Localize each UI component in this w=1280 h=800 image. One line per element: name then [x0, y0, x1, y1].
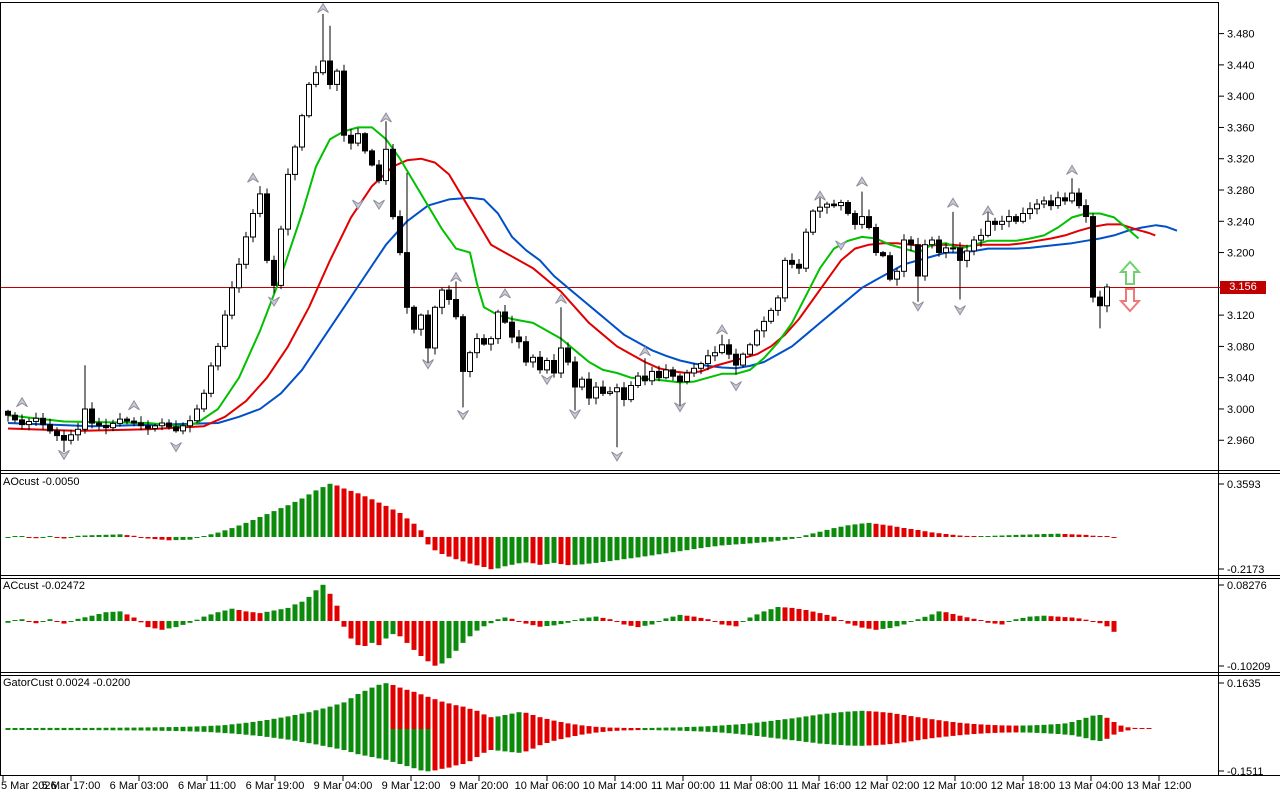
price-tick-label: 3.200 [1227, 248, 1255, 260]
indicator-scale-label: 0.08276 [1227, 580, 1267, 592]
fractal-up-icon [555, 293, 567, 304]
fractal-down-icon [373, 199, 385, 211]
fractal-down-icon [422, 359, 434, 370]
price-tick-label: 3.320 [1227, 154, 1255, 166]
fractal-down-icon [569, 409, 581, 420]
price-tick-label: 3.400 [1227, 91, 1255, 103]
current-price-badge: 3.156 [1220, 281, 1266, 294]
indicator-scale-label: 0.1635 [1227, 678, 1261, 690]
aocust-histogram [5, 483, 1117, 570]
indicator-scale-label: 0.3593 [1227, 479, 1261, 491]
time-tick-label: 11 Mar 16:00 [787, 780, 851, 792]
time-tick-label: 11 Mar 08:00 [719, 780, 783, 792]
signal-arrows [1118, 260, 1142, 313]
fractal-down-icon [611, 451, 623, 462]
time-tick-label: 12 Mar 10:00 [923, 780, 988, 792]
fractal-down-icon [730, 381, 742, 392]
alligator-lips [7, 126, 1140, 428]
fractal-up-icon [247, 172, 259, 183]
time-tick-label: 13 Mar 04:00 [1059, 780, 1124, 792]
fractal-down-icon [457, 410, 469, 421]
fractal-up-icon [450, 271, 462, 283]
price-tick-label: 3.040 [1227, 373, 1255, 385]
indicator-scale-label: -0.1511 [1227, 766, 1264, 778]
price-tick-label: 3.360 [1227, 122, 1255, 134]
price-tick-label: 3.000 [1227, 404, 1255, 416]
fractal-down-icon [912, 301, 924, 312]
price-tick-label: 3.120 [1227, 310, 1255, 322]
fractal-down-icon [268, 296, 280, 308]
fractal-up-icon [16, 396, 28, 408]
price-tick-label: 3.480 [1227, 29, 1255, 41]
signal-down-arrow-icon [1118, 288, 1142, 313]
fractal-down-icon [352, 199, 364, 211]
fractal-up-icon [814, 190, 826, 201]
signal-up-arrow-icon [1118, 260, 1142, 285]
price-tick-label: 3.440 [1227, 60, 1255, 72]
fractal-up-icon [639, 345, 651, 357]
time-tick-label: 12 Mar 18:00 [991, 780, 1056, 792]
fractal-down-icon [170, 442, 182, 453]
price-tick-label: 3.080 [1227, 341, 1255, 353]
fractal-up-icon [128, 399, 140, 411]
indicator-scale-label: -0.2173 [1227, 564, 1264, 576]
time-tick-label: 10 Mar 06:00 [515, 780, 580, 792]
fractal-up-icon [856, 176, 868, 187]
fractal-arrows [16, 2, 1078, 462]
fractal-up-icon [1066, 164, 1078, 175]
fractal-up-icon [716, 324, 728, 335]
fractal-down-icon [674, 402, 686, 413]
accust-histogram [5, 584, 1117, 666]
pane-separators [0, 2, 1280, 776]
fractal-up-icon [947, 197, 959, 208]
fractal-up-icon [317, 2, 329, 13]
price-tick-label: 3.280 [1227, 185, 1255, 197]
fractal-down-icon [954, 305, 966, 316]
time-tick-label: 5 Mar 17:00 [42, 780, 101, 792]
time-tick-label: 12 Mar 02:00 [855, 780, 920, 792]
price-axis: 3.480 3.440 3.400 3.360 3.320 3.280 3.240 3.200… [1218, 29, 1255, 447]
time-tick-label: 9 Mar 04:00 [314, 780, 373, 792]
price-tick-label: 2.960 [1227, 435, 1255, 447]
fractal-up-icon [499, 288, 511, 299]
fractal-up-icon [380, 112, 392, 123]
indicator-label-aocust: AOcust -0.0050 [3, 476, 80, 488]
time-tick-label: 5 Mar 2026 [1, 780, 57, 792]
time-tick-label: 9 Mar 12:00 [382, 780, 441, 792]
fractal-down-icon [835, 240, 847, 251]
time-tick-label: 13 Mar 12:00 [1127, 780, 1192, 792]
time-tick-label: 10 Mar 14:00 [583, 780, 648, 792]
time-tick-label: 6 Mar 11:00 [178, 780, 236, 792]
gatorcust-histogram [5, 683, 1152, 772]
candles [5, 14, 1110, 452]
time-tick-label: 11 Mar 00:00 [651, 780, 715, 792]
time-tick-label: 6 Mar 19:00 [246, 780, 305, 792]
time-tick-label: 6 Mar 03:00 [110, 780, 169, 792]
fractal-down-icon [58, 449, 70, 461]
price-tick-label: 3.240 [1227, 216, 1255, 228]
indicator-label-gatorcust: GatorCust 0.0024 -0.0200 [3, 677, 131, 689]
indicator-scale-label: -0.10209 [1227, 661, 1270, 673]
fractal-up-icon [982, 205, 994, 216]
indicator-label-accust: ACcust -0.02472 [3, 580, 85, 592]
indicator-axes: 0.3593 -0.2173 0.08276 -0.10209 0.1635 -0.151… [1218, 479, 1270, 778]
fractal-down-icon [541, 374, 553, 386]
time-tick-label: 9 Mar 20:00 [450, 780, 509, 792]
